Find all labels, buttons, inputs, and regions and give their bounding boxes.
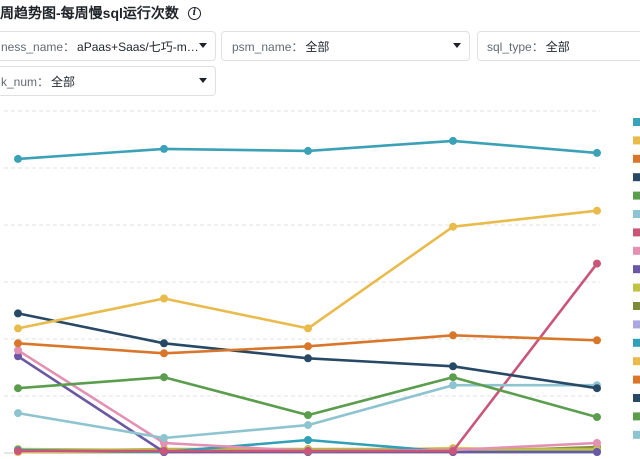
data-point xyxy=(14,352,22,361)
data-point xyxy=(304,354,312,363)
chart-legend xyxy=(633,118,640,439)
page-title: 周趋势图-每周慢sql运行次数 i xyxy=(0,2,201,24)
data-point xyxy=(593,206,601,215)
legend-swatch xyxy=(633,302,640,310)
series-line xyxy=(17,349,598,453)
line-chart xyxy=(4,110,640,456)
filter-value: 全部 xyxy=(305,39,330,54)
chevron-down-icon xyxy=(199,43,207,48)
filter-value: 全部 xyxy=(51,74,76,89)
filter-label: psm_name： xyxy=(232,39,304,54)
data-point xyxy=(593,259,601,268)
business-name-filter[interactable]: ness_name： aPaas+Saas/七巧-met... xyxy=(0,31,216,61)
legend-swatch xyxy=(633,338,640,347)
legend-swatch xyxy=(633,154,640,163)
data-point xyxy=(14,384,22,393)
chevron-down-icon xyxy=(199,78,207,83)
filter-value: 全部 xyxy=(545,39,570,54)
data-point xyxy=(304,342,312,351)
series-line xyxy=(17,209,598,330)
data-point xyxy=(14,154,22,163)
legend-swatch xyxy=(633,412,640,421)
legend-swatch xyxy=(633,136,640,145)
legend-swatch xyxy=(633,228,640,237)
data-point xyxy=(449,447,457,455)
data-point xyxy=(160,339,168,348)
chart-series xyxy=(14,136,601,456)
legend-swatch xyxy=(633,118,640,126)
filter-label: ness_name： xyxy=(1,39,76,54)
data-point xyxy=(593,384,601,393)
data-point xyxy=(593,413,601,422)
data-point xyxy=(449,373,457,382)
data-point xyxy=(304,324,312,333)
data-point xyxy=(14,324,22,333)
filter-value: aPaas+Saas/七巧-met... xyxy=(77,39,206,54)
data-point xyxy=(304,436,312,444)
filter-label: sql_type： xyxy=(487,39,544,54)
legend-swatch xyxy=(633,173,640,182)
chart-grid xyxy=(4,110,600,454)
data-point xyxy=(593,336,601,345)
data-point xyxy=(160,294,168,303)
legend-swatch xyxy=(633,320,640,329)
legend-swatch xyxy=(633,283,640,292)
data-point xyxy=(14,339,22,348)
legend-swatch xyxy=(633,246,640,255)
psm-name-filter[interactable]: psm_name： 全部 xyxy=(221,31,470,61)
data-point xyxy=(593,448,601,456)
data-point xyxy=(449,136,457,145)
chevron-down-icon xyxy=(453,43,461,48)
data-point xyxy=(160,144,168,153)
legend-swatch xyxy=(633,265,640,274)
legend-swatch xyxy=(633,394,640,402)
legend-swatch xyxy=(633,357,640,366)
legend-swatch xyxy=(633,191,640,200)
data-point xyxy=(160,373,168,382)
data-point xyxy=(304,411,312,420)
data-point xyxy=(449,222,457,231)
data-point xyxy=(449,362,457,371)
data-point xyxy=(449,381,457,390)
data-point xyxy=(160,349,168,358)
data-point xyxy=(14,309,22,318)
data-point xyxy=(304,447,312,455)
legend-swatch xyxy=(633,210,640,218)
data-point xyxy=(304,146,312,155)
data-point xyxy=(304,421,312,430)
data-point xyxy=(593,148,601,157)
page-title-text: 周趋势图-每周慢sql运行次数 xyxy=(0,5,179,21)
data-point xyxy=(14,447,22,455)
filter-label: k_num： xyxy=(1,74,50,89)
series-line xyxy=(17,375,598,419)
data-point xyxy=(160,447,168,455)
data-point xyxy=(160,434,168,442)
data-point xyxy=(449,331,457,340)
k-num-filter[interactable]: k_num： 全部 xyxy=(0,66,216,96)
sql-type-filter[interactable]: sql_type： 全部 xyxy=(477,31,640,61)
data-point xyxy=(593,439,601,447)
legend-swatch xyxy=(633,375,640,384)
data-point xyxy=(14,409,22,418)
data-point xyxy=(14,346,22,355)
info-icon[interactable]: i xyxy=(187,6,201,20)
legend-swatch xyxy=(633,430,640,439)
